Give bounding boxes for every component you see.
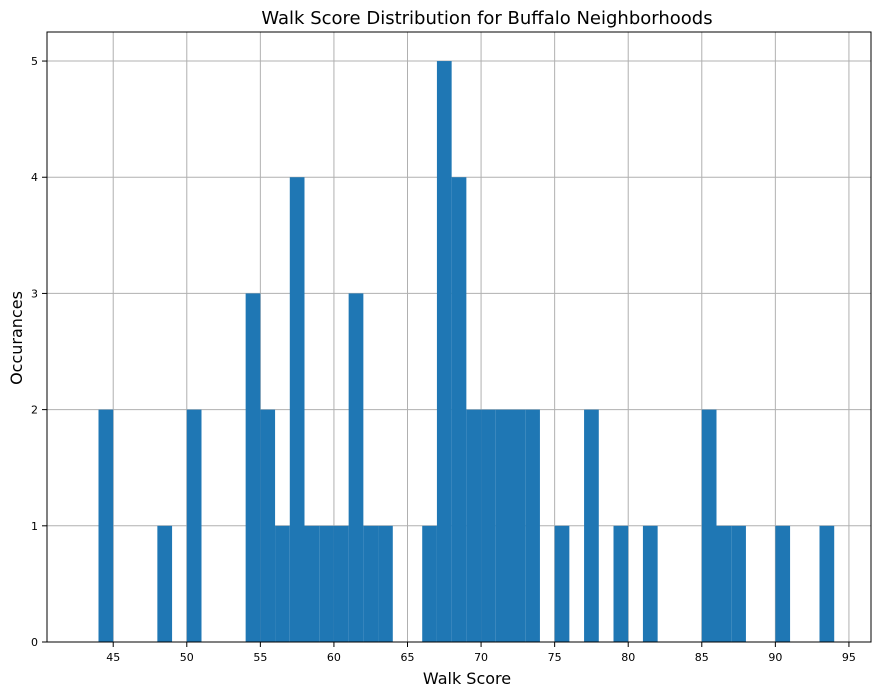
histogram-bar xyxy=(275,525,290,642)
histogram-bar xyxy=(260,409,276,642)
y-tick-label: 2 xyxy=(31,404,38,417)
histogram-bar xyxy=(451,177,467,642)
chart-title: Walk Score Distribution for Buffalo Neig… xyxy=(261,8,712,29)
histogram-bar xyxy=(422,525,437,642)
x-tick-label: 50 xyxy=(180,651,194,664)
histogram-bar xyxy=(554,525,570,642)
histogram-bar xyxy=(436,61,452,643)
histogram-bar xyxy=(642,525,658,642)
histogram-bar xyxy=(481,409,496,642)
histogram-bars xyxy=(98,61,835,643)
histogram-bar xyxy=(333,525,349,642)
histogram-bar xyxy=(701,409,717,642)
y-tick-label: 1 xyxy=(31,520,38,533)
histogram-bar xyxy=(466,409,482,642)
x-tick-label: 75 xyxy=(548,651,562,664)
histogram-bar xyxy=(731,525,746,642)
x-tick-label: 45 xyxy=(106,651,120,664)
histogram-bar xyxy=(495,409,511,642)
histogram-bar xyxy=(510,409,526,642)
histogram-bar xyxy=(584,409,599,642)
histogram-bar xyxy=(289,177,305,642)
x-tick-label: 90 xyxy=(768,651,782,664)
x-tick-label: 65 xyxy=(401,651,415,664)
histogram-bar xyxy=(775,525,791,642)
x-tick-label: 80 xyxy=(621,651,635,664)
histogram-bar xyxy=(378,525,393,642)
histogram-bar xyxy=(98,409,114,642)
x-tick-label: 70 xyxy=(474,651,488,664)
y-tick-label: 4 xyxy=(31,171,38,184)
histogram-bar xyxy=(819,525,835,642)
histogram-bar xyxy=(613,525,629,642)
histogram-bar xyxy=(157,525,173,642)
x-tick-label: 85 xyxy=(695,651,709,664)
y-axis-label: Occurances xyxy=(7,291,26,385)
plot-frame xyxy=(46,31,872,643)
x-axis-label: Walk Score xyxy=(423,669,511,688)
y-tick-label: 3 xyxy=(31,287,38,300)
histogram-bar xyxy=(186,409,202,642)
histogram-bar xyxy=(319,525,334,642)
x-tick-label: 55 xyxy=(253,651,267,664)
histogram-bar xyxy=(348,293,364,642)
x-tick-label: 95 xyxy=(842,651,856,664)
histogram-bar xyxy=(525,409,540,642)
histogram-bar xyxy=(716,525,732,642)
y-tick-label: 5 xyxy=(31,55,38,68)
histogram-bar xyxy=(245,293,261,642)
y-tick-label: 0 xyxy=(31,636,38,649)
histogram-bar xyxy=(363,525,379,642)
histogram-bar xyxy=(304,525,320,642)
x-tick-label: 60 xyxy=(327,651,341,664)
